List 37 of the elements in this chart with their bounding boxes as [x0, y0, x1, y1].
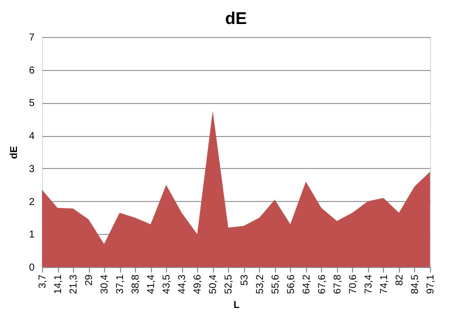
x-tick-label: 67,6 — [316, 274, 328, 294]
x-tick-label: 55,6 — [270, 274, 282, 294]
y-tick-label: 5 — [28, 98, 35, 110]
y-tick-label: 4 — [28, 131, 35, 142]
x-tick-label: 38,8 — [130, 274, 142, 294]
x-tick-label: 14,1 — [53, 274, 64, 294]
x-tick-label: 21,3 — [68, 274, 80, 294]
x-tick-label: 37,1 — [115, 274, 126, 294]
x-axis-title: L — [233, 300, 240, 311]
x-tick-label: 97,1 — [426, 274, 436, 294]
x-tick-label: 30,4 — [100, 274, 111, 294]
x-tick-label: 73,4 — [363, 274, 374, 294]
y-tick-label: 6 — [28, 65, 35, 76]
x-tick-label: 70,6 — [348, 274, 359, 294]
x-tick-label: 41,4 — [146, 274, 158, 294]
y-tick-label: 0 — [28, 262, 35, 274]
chart-title: dE — [225, 9, 247, 28]
x-tick-label: 49,6 — [192, 274, 204, 294]
x-tick-label: 64,2 — [301, 274, 312, 294]
x-tick-label: 84,5 — [410, 274, 421, 294]
x-tick-label: 53,2 — [254, 274, 266, 294]
y-tick-label: 7 — [28, 32, 35, 44]
x-tick-label: 44,3 — [177, 274, 188, 294]
x-tick-label: 53 — [239, 274, 250, 286]
x-tick-label: 3,7 — [38, 274, 48, 288]
y-tick-label: 1 — [28, 230, 35, 241]
y-axis-title: dE — [8, 146, 20, 159]
y-tick-label: 3 — [28, 164, 35, 175]
x-tick-label: 43,5 — [162, 274, 173, 294]
x-tick-label: 50,4 — [208, 274, 220, 294]
x-tick-label: 74,1 — [378, 274, 390, 294]
x-tick-label: 52,5 — [224, 274, 235, 294]
x-tick-label: 67,8 — [332, 274, 344, 294]
x-tick-label: 29 — [84, 274, 96, 286]
x-tick-label: 56,6 — [286, 274, 297, 294]
y-tick-label: 2 — [28, 196, 35, 208]
x-tick-label: 82 — [394, 274, 406, 286]
